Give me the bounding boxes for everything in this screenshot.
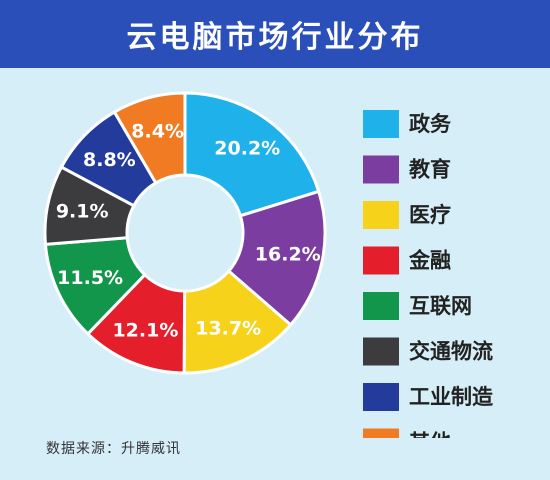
slice-label-internet: 11.5% xyxy=(57,267,123,289)
slice-other xyxy=(112,91,187,185)
slice-label-industrial-manufacturing: 8.8% xyxy=(83,149,136,171)
slice-label-transport-logistics: 9.1% xyxy=(56,201,109,223)
legend-swatch-finance xyxy=(363,246,399,275)
legend-label-healthcare: 医疗 xyxy=(409,203,451,227)
donut-chart: 20.2% 16.2% 13.7% 12.1% 11.5% 9.1% 8.8% 8.4% 政务… xyxy=(43,91,494,438)
legend-swatch-healthcare xyxy=(363,201,399,229)
legend-swatch-government xyxy=(363,110,399,138)
legend-swatch-industrial-manufacturing xyxy=(363,383,399,411)
legend-label-finance: 金融 xyxy=(408,249,451,273)
slice-label-healthcare: 13.7% xyxy=(195,318,261,340)
slice-label-finance: 12.1% xyxy=(112,319,178,341)
legend-label-industrial-manufacturing: 工业制造 xyxy=(409,385,494,409)
legend-swatch-internet xyxy=(363,292,399,320)
legend-label-education: 教育 xyxy=(409,158,451,182)
data-source: 数据来源：升腾威讯 xyxy=(46,441,181,457)
slice-healthcare xyxy=(182,268,293,375)
legend-label-other: 其他 xyxy=(409,431,451,439)
legend-swatch-education xyxy=(363,155,399,184)
chart-title: 云电脑市场行业分布 xyxy=(126,20,424,55)
legend-label-government: 政务 xyxy=(409,112,452,136)
legend-label-internet: 互联网 xyxy=(409,294,472,318)
slice-government xyxy=(183,91,321,218)
donut-slices xyxy=(43,91,327,375)
slice-label-government: 20.2% xyxy=(214,137,280,159)
slice-label-other: 8.4% xyxy=(131,121,184,143)
title-banner: 云电脑市场行业分布 xyxy=(0,0,550,68)
legend: 政务教育医疗金融互联网交通物流工业制造其他 xyxy=(363,110,494,438)
legend-swatch-transport-logistics xyxy=(363,337,399,366)
slice-labels: 20.2% 16.2% 13.7% 12.1% 11.5% 9.1% 8.8% 8.4% xyxy=(56,121,321,342)
slice-label-education: 16.2% xyxy=(255,244,321,266)
legend-label-transport-logistics: 交通物流 xyxy=(409,340,493,364)
legend-swatch-other xyxy=(363,428,399,438)
